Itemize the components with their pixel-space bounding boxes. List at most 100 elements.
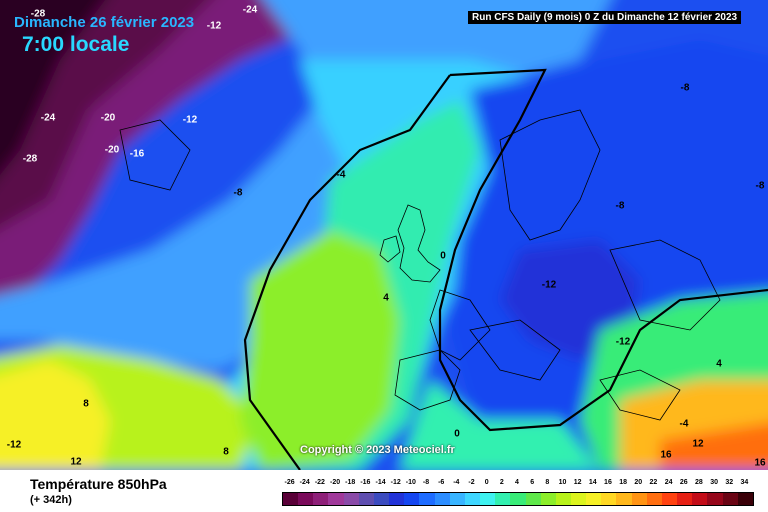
legend-swatch (373, 493, 390, 505)
isotherm-label: -12 (6, 439, 22, 451)
legend-swatch (692, 493, 708, 505)
legend-swatch (298, 493, 314, 505)
legend-label: -22 (314, 479, 325, 486)
legend-label: 12 (573, 479, 582, 486)
legend-label: -6 (438, 479, 445, 486)
legend-label: 30 (710, 479, 718, 486)
legend-label: 22 (649, 479, 658, 486)
parameter-name: Température 850hPa (30, 476, 167, 492)
isotherm-label: 16 (754, 457, 766, 469)
run-info: Run CFS Daily (9 mois) 0 Z du Dimanche 1… (468, 11, 742, 24)
legend-swatch (570, 493, 587, 505)
isotherm-label: 8 (223, 446, 229, 458)
lead-time: (+ 342h) (30, 494, 72, 506)
legend-swatch (722, 493, 738, 505)
legend-swatch (525, 493, 541, 505)
isotherm-label: 4 (716, 358, 722, 370)
isotherm-label: 12 (70, 456, 82, 468)
legend-label: -4 (453, 479, 460, 486)
isotherm-label: 4 (383, 292, 389, 304)
legend-label: 10 (558, 479, 567, 486)
legend-label: 16 (604, 479, 612, 486)
legend-label: 24 (664, 479, 673, 486)
legend-label: 4 (515, 479, 519, 486)
legend-label: 32 (725, 479, 734, 486)
legend-label: -2 (468, 479, 475, 486)
legend-labels: -26 -24 -22 -20 -18 -16 -14 -12 -10 -8 -6 -4 -2 0 2 4 6 8… (282, 479, 752, 489)
legend-swatch (434, 493, 450, 505)
isotherm-label: -4 (679, 418, 689, 430)
legend-swatch (677, 493, 693, 505)
legend-swatch (358, 493, 374, 505)
isotherm-label: 12 (692, 438, 704, 450)
isotherm-label: -20 (100, 112, 116, 124)
coastlines (119, 109, 721, 421)
legend-swatch (404, 493, 420, 505)
legend-swatch (464, 493, 481, 505)
isotherm-label: 0 (454, 428, 460, 440)
isotherm-label: 0 (440, 250, 446, 262)
legend-label: -10 (405, 479, 416, 486)
legend-swatch (616, 493, 632, 505)
isotherm-label: -12 (182, 114, 198, 126)
isotherm-label: -20 (104, 144, 120, 156)
temperature-field (0, 0, 768, 470)
isotherm-label: -16 (129, 148, 145, 160)
legend-swatch (419, 493, 435, 505)
legend-label: -20 (330, 479, 341, 486)
legend-label: 14 (588, 479, 597, 486)
copyright: Copyright © 2023 Meteociel.fr (300, 444, 455, 456)
legend-label: 26 (679, 479, 688, 486)
legend-swatch (283, 493, 299, 505)
legend-label: 2 (499, 479, 504, 486)
legend-swatch (737, 493, 753, 505)
legend-label: 18 (619, 479, 628, 486)
legend-label: 6 (530, 479, 535, 486)
legend-swatch (343, 493, 359, 505)
isotherm-label: -12 (615, 336, 631, 348)
legend-label: -26 (284, 479, 295, 486)
forecast-date: Dimanche 26 février 2023 (14, 14, 195, 31)
isotherm-label: 16 (660, 449, 672, 461)
temperature-map (0, 0, 768, 470)
forecast-time: 7:00 locale (22, 33, 130, 56)
isotherm-label: -12 (206, 20, 222, 32)
legend-label: -8 (422, 479, 430, 486)
legend-swatch (646, 493, 662, 505)
legend-swatch (631, 493, 647, 505)
legend-swatch (449, 493, 465, 505)
zero-isotherm (243, 68, 768, 470)
legend-label: 34 (740, 479, 749, 486)
legend-label: 20 (634, 479, 643, 486)
legend-swatch (328, 493, 344, 505)
legend-swatch (540, 493, 556, 505)
isotherm-label: -4 (336, 169, 346, 181)
isotherm-label: -12 (541, 279, 557, 291)
legend-label: -24 (299, 479, 310, 486)
legend-swatch (389, 493, 405, 505)
isotherm-label: -28 (22, 153, 38, 165)
legend-label: -14 (375, 479, 386, 486)
legend-label: -16 (360, 479, 371, 486)
isotherm-label: -8 (615, 200, 625, 212)
isotherm-label: -24 (242, 4, 258, 16)
isotherm-label: 8 (83, 398, 89, 410)
legend-swatch (510, 493, 526, 505)
legend-swatch (313, 493, 329, 505)
isotherm-label: -28 (30, 8, 46, 20)
legend-swatch (555, 493, 571, 505)
legend-label: 0 (484, 479, 489, 486)
isotherm-label: -8 (680, 82, 690, 94)
legend-label: 28 (695, 479, 703, 486)
legend-swatch (707, 493, 723, 505)
legend-swatch (601, 493, 617, 505)
legend-swatch (586, 493, 602, 505)
isotherm-label: -8 (755, 180, 765, 192)
legend-swatch (661, 493, 678, 505)
legend-label: 8 (545, 479, 550, 486)
legend-swatch (495, 493, 511, 505)
isotherm-label: -8 (233, 187, 243, 199)
isotherm-label: -24 (40, 112, 56, 124)
legend-label: -12 (390, 479, 401, 486)
legend-label: -18 (345, 479, 356, 486)
